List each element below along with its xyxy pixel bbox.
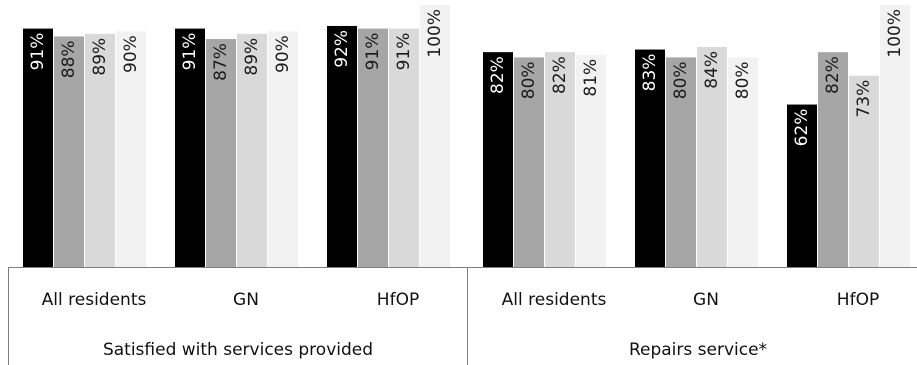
data-label: 92% [332, 30, 352, 68]
data-label: 62% [792, 109, 812, 147]
bar [635, 49, 665, 267]
bar [818, 52, 848, 267]
bar [483, 52, 513, 267]
data-label: 87% [211, 43, 231, 81]
bar [666, 57, 696, 268]
bar [576, 54, 606, 267]
data-label: 81% [581, 59, 601, 97]
category-label: GN [233, 290, 259, 310]
data-label: 80% [733, 61, 753, 99]
bar [697, 46, 727, 267]
bar [545, 52, 575, 267]
category-label: GN [693, 290, 719, 310]
data-label: 80% [519, 61, 539, 99]
bar [268, 31, 298, 268]
bar [175, 28, 205, 267]
bar [358, 28, 388, 267]
bar [420, 5, 450, 267]
bar [23, 28, 53, 267]
data-label: 89% [242, 38, 262, 76]
group-label: Satisfied with services provided [103, 340, 373, 360]
data-label: 88% [59, 40, 79, 78]
bar [327, 25, 357, 268]
data-label: 91% [180, 33, 200, 71]
data-label: 82% [823, 56, 843, 94]
data-label: 90% [273, 35, 293, 73]
category-label: HfOP [837, 290, 879, 310]
data-label: 89% [90, 38, 110, 76]
group-label: Repairs service* [629, 340, 767, 360]
data-label: 73% [854, 80, 874, 118]
category-label: HfOP [377, 290, 419, 310]
data-label: 82% [550, 56, 570, 94]
bar [54, 36, 84, 267]
category-label: All residents [42, 290, 147, 310]
data-label: 80% [671, 61, 691, 99]
bar [880, 5, 910, 267]
bar [389, 28, 419, 267]
bar [514, 57, 544, 268]
data-label: 91% [28, 33, 48, 71]
bar [206, 39, 236, 268]
bar [116, 31, 146, 268]
bars-layer: 91% 88% 89% 90% 91% 87% 89% 90% 92% 91% 91% 100% 82%… [23, 5, 910, 268]
data-label: 83% [640, 54, 660, 92]
bar [787, 104, 817, 267]
data-label: 84% [702, 51, 722, 89]
bar [85, 33, 115, 267]
data-label: 91% [394, 33, 414, 71]
bar [849, 75, 879, 268]
data-label: 82% [488, 56, 508, 94]
data-label: 100% [885, 9, 905, 58]
bar [728, 57, 758, 268]
axis-labels-layer: All residents GN HfOP Satisfied with servic… [42, 290, 880, 360]
category-axis [8, 267, 917, 365]
data-label: 90% [121, 35, 141, 73]
bar [237, 33, 267, 267]
category-label: All residents [502, 290, 607, 310]
data-label: 91% [363, 33, 383, 71]
data-label: 100% [425, 9, 445, 58]
